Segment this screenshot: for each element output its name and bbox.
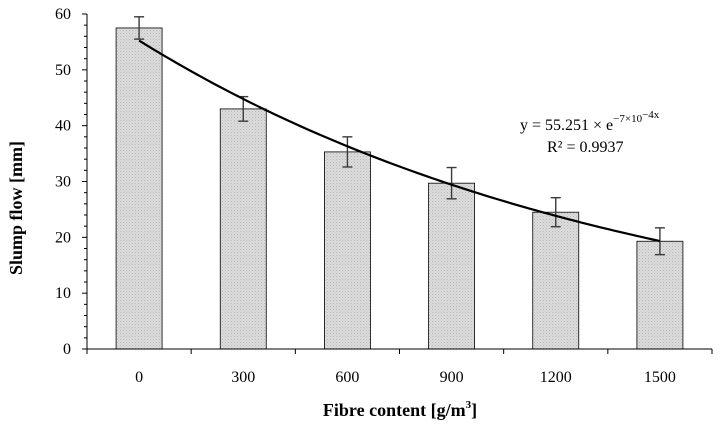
y-tick-label: 40 [55, 118, 71, 135]
error-bar-0 [134, 16, 145, 40]
x-tick-label: 1200 [540, 369, 572, 386]
bar-1200 [532, 211, 580, 350]
x-tick-label: 600 [335, 369, 359, 386]
bar-900 [428, 182, 475, 350]
bar-300 [219, 108, 267, 350]
y-tick-label: 60 [55, 6, 71, 23]
x-tick-label: 300 [231, 369, 255, 386]
trendline-equation-exponent: −7×10 [613, 113, 642, 125]
bar-0 [115, 27, 163, 350]
x-axis-title-sup: 3 [466, 399, 472, 411]
y-axis-title: Slump flow [mm] [6, 141, 26, 275]
trendline-r-squared: R² = 0.9937 [547, 139, 624, 156]
y-ticks: 0 10 20 30 40 50 60 [55, 6, 87, 358]
trendline-equation-exponent-power: −4x [642, 109, 660, 121]
y-tick-label: 0 [63, 341, 71, 358]
y-tick-label: 20 [55, 229, 71, 246]
error-bar-900 [446, 166, 457, 200]
trendline-equation: y = 55.251 × e−7×10−4x [520, 109, 660, 134]
x-axis-title-end: ] [471, 400, 477, 420]
y-tick-label: 30 [55, 174, 71, 191]
x-ticks: 0 300 600 900 1200 1500 [86, 349, 713, 386]
x-axis-title-main: Fibre content [g/m [323, 400, 466, 420]
y-tick-label: 50 [55, 62, 71, 79]
x-axis-title: Fibre content [g/m3] [323, 399, 477, 420]
error-bar-600 [342, 136, 353, 168]
x-tick-label: 900 [440, 369, 464, 386]
error-bar-1500 [654, 227, 665, 256]
trendline-equation-main: y = 55.251 × e [520, 117, 613, 134]
exponential-trendline [138, 39, 661, 243]
x-tick-label: 0 [135, 369, 143, 386]
error-bars [134, 16, 665, 256]
bar-600 [324, 151, 371, 350]
y-tick-label: 10 [55, 285, 71, 302]
error-bar-1200 [550, 196, 561, 228]
x-tick-label: 1500 [644, 369, 676, 386]
bar-1500 [636, 240, 684, 350]
